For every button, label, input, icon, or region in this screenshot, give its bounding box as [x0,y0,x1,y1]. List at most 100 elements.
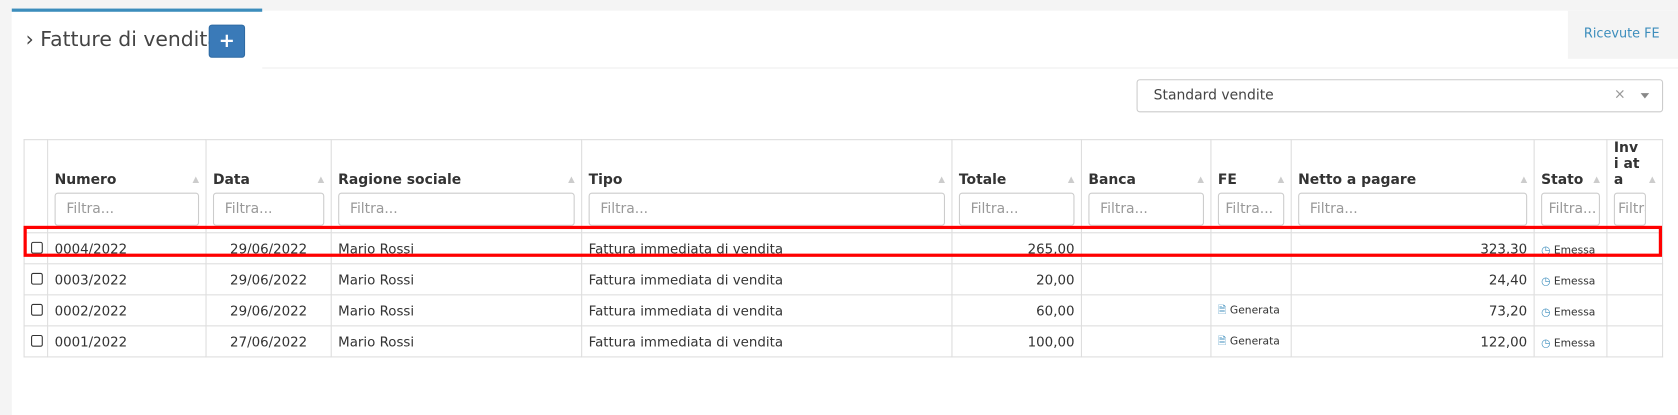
column-filter-input[interactable]: Filtra... [1541,192,1600,226]
cell-netto: 24,40 [1290,263,1535,296]
table-row[interactable]: 0001/2022 27/06/2022 Mario Rossi Fattura… [23,325,1664,358]
stato-badge: ◷ Emessa [1541,245,1595,257]
cell-tipo: Fattura immediata di vendita [581,294,953,327]
cell-fe [1210,232,1292,265]
cell-banca [1080,325,1212,358]
cell-data: 29/06/2022 [205,232,332,265]
fe-status: Generata [1229,304,1280,317]
column-filter-input[interactable]: Filtra... [958,192,1075,226]
column-header-data[interactable]: Data ▲ Filtra... [205,139,332,234]
column-filter-input[interactable]: Filtra... [54,192,200,226]
row-checkbox-cell[interactable] [23,325,49,358]
clock-icon: ◷ [1541,306,1551,319]
fe-status: Generata [1229,335,1280,348]
invoices-table: Numero ▲ Filtra... Data ▲ Filtra... Ragione so… [23,139,1664,358]
sort-icon[interactable]: ▲ [1277,174,1285,185]
file-code-icon: 🗎 [1217,335,1227,348]
column-filter-input[interactable]: Filtra... [1613,192,1646,226]
cell-ragione-sociale: Mario Rossi [330,325,583,358]
highlight-box [23,225,1663,257]
cell-stato: ◷ Emessa [1533,232,1608,265]
cell-banca [1080,232,1212,265]
column-header-netto-a-pagare[interactable]: Netto a pagare ▲ Filtra... [1290,139,1535,234]
column-label: Data [212,172,250,189]
cell-netto: 73,20 [1290,294,1535,327]
column-filter-input[interactable]: Filtra... [338,192,575,226]
stato-label: Emessa [1553,244,1596,257]
stato-label: Emessa [1553,275,1596,288]
table-row[interactable]: 0003/2022 29/06/2022 Mario Rossi Fattura… [23,263,1664,296]
stato-label: Emessa [1553,306,1596,319]
sort-icon[interactable]: ▲ [1593,174,1600,185]
row-checkbox-cell[interactable] [23,263,49,296]
cell-numero: 0004/2022 [47,232,207,265]
ricevute-fe-label: Ricevute FE [1583,25,1660,41]
column-label: Banca [1088,172,1136,189]
row-checkbox-cell[interactable] [23,232,49,265]
sort-icon[interactable]: ▲ [1649,174,1656,185]
cell-inviata [1606,294,1664,327]
cell-inviata [1606,263,1664,296]
column-label: FE [1217,172,1237,189]
cell-numero: 0002/2022 [47,294,207,327]
row-checkbox[interactable] [31,334,43,347]
cell-fe: 🗎 Generata [1210,294,1292,327]
clock-icon: ◷ [1541,244,1551,257]
cell-data: 27/06/2022 [205,325,332,358]
cell-data: 29/06/2022 [205,294,332,327]
table-row[interactable]: 0004/2022 29/06/2022 Mario Rossi Fattura… [23,232,1664,265]
column-filter-input[interactable]: Filtra... [1298,192,1528,226]
chevron-down-icon[interactable] [1640,93,1650,99]
column-header-stato[interactable]: Stato ▲ Filtra... [1533,139,1608,234]
column-label: Numero [54,172,117,189]
page-title-text: Fatture di vendita [40,27,220,52]
sort-icon[interactable]: ▲ [1197,174,1204,185]
tab-divider [262,67,1678,69]
cell-ragione-sociale: Mario Rossi [330,294,583,327]
clear-icon[interactable]: × [1613,86,1626,103]
column-header-tipo[interactable]: Tipo ▲ Filtra... [581,139,953,234]
column-filter-input[interactable]: Filtra... [212,192,325,226]
cell-totale: 20,00 [951,263,1082,296]
column-header-banca[interactable]: Banca ▲ Filtra... [1080,139,1212,234]
row-checkbox[interactable] [31,272,43,285]
cell-tipo: Fattura immediata di vendita [581,263,953,296]
cell-totale: 100,00 [951,325,1082,358]
column-header-invi-ata[interactable]: Invi ata ▲Filtra... [1606,139,1664,234]
plus-icon: + [218,29,235,53]
cell-stato: ◷ Emessa [1533,294,1608,327]
sort-icon[interactable]: ▲ [568,174,575,185]
column-label: Netto a pagare [1298,172,1417,189]
column-label: Invi ata [1613,140,1640,189]
column-filter-input[interactable]: Filtra... [588,192,945,226]
column-header-totale[interactable]: Totale ▲ Filtra... [951,139,1082,234]
cell-stato: ◷ Emessa [1533,325,1608,358]
tab-ricevute-fe[interactable]: Ricevute FE [1567,10,1678,59]
row-checkbox[interactable] [31,241,43,254]
column-header-ragione-sociale[interactable]: Ragione sociale ▲ Filtra... [330,139,583,234]
cell-numero: 0001/2022 [47,325,207,358]
fe-badge: 🗎 Generata [1218,336,1280,348]
cell-fe [1210,263,1292,296]
stato-badge: ◷ Emessa [1541,276,1595,288]
column-filter-input[interactable]: Filtra... [1217,192,1285,226]
column-header-fe[interactable]: FE ▲ Filtra... [1210,139,1292,234]
add-invoice-button[interactable]: + [208,24,246,58]
stato-label: Emessa [1553,337,1596,350]
sort-icon[interactable]: ▲ [1520,174,1528,185]
table-row[interactable]: 0002/2022 29/06/2022 Mario Rossi Fattura… [23,294,1664,327]
column-filter-input[interactable]: Filtra... [1088,192,1204,226]
sort-icon[interactable]: ▲ [1067,174,1075,185]
sort-icon[interactable]: ▲ [938,174,945,185]
stato-badge: ◷ Emessa [1541,338,1595,350]
cell-stato: ◷ Emessa [1533,263,1608,296]
sort-icon[interactable]: ▲ [192,174,200,185]
row-checkbox[interactable] [31,303,43,316]
row-checkbox-cell[interactable] [23,294,49,327]
sort-icon[interactable]: ▲ [317,174,325,185]
column-header-numero[interactable]: Numero ▲ Filtra... [47,139,207,234]
chevron-right-icon: › [25,27,34,52]
cell-netto: 323,30 [1290,232,1535,265]
segment-select[interactable]: Standard vendite × [1136,79,1664,113]
column-label: Tipo [588,172,623,189]
